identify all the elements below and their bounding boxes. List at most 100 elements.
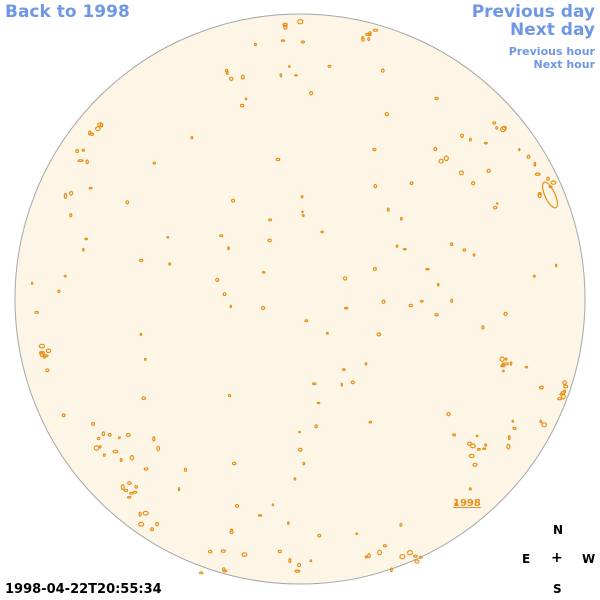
region-contour — [309, 90, 314, 96]
region-contour — [468, 487, 472, 491]
region-contour — [222, 569, 228, 573]
region-contour — [283, 24, 288, 30]
region-contour — [350, 380, 355, 385]
region-contour — [436, 282, 440, 287]
region-contour — [386, 207, 390, 212]
region-contour — [361, 35, 364, 40]
region-contour — [450, 298, 454, 303]
region-contour — [112, 449, 119, 454]
region-contour — [562, 380, 567, 386]
region-contour — [327, 64, 332, 68]
region-contour — [228, 76, 234, 82]
region-contour — [482, 447, 487, 450]
region-contour — [471, 181, 476, 186]
next-hour-link[interactable]: Next hour — [533, 58, 596, 71]
region-contour — [123, 488, 129, 493]
region-contour — [320, 230, 324, 234]
region-contour — [533, 161, 537, 167]
region-contour — [376, 332, 382, 337]
region-contour — [462, 248, 467, 252]
region-contour — [364, 362, 368, 366]
region-contour — [107, 432, 112, 437]
region-contour — [563, 384, 569, 389]
region-contour — [287, 65, 291, 68]
region-contour — [511, 419, 515, 423]
region-contour — [406, 549, 414, 556]
region-contour — [399, 554, 406, 560]
region-contour — [395, 244, 399, 248]
region-contour — [484, 443, 488, 447]
region-contour — [449, 242, 454, 247]
compass-south: S — [553, 582, 562, 596]
next-day-link[interactable]: Next day — [510, 20, 595, 40]
region-contour — [229, 304, 233, 309]
region-contour — [409, 181, 414, 186]
region-contour — [537, 193, 542, 199]
year-link[interactable]: 1998 — [453, 498, 481, 509]
region-contour — [309, 559, 313, 563]
previous-hour-link[interactable]: Previous hour — [508, 45, 595, 58]
region-contour — [261, 270, 266, 274]
region-contour — [63, 274, 67, 278]
region-contour — [244, 97, 248, 101]
compass-north: N — [553, 523, 564, 537]
region-contour — [541, 422, 547, 428]
region-contour — [126, 495, 132, 499]
region-contour — [368, 31, 372, 37]
region-contour — [177, 487, 181, 492]
region-contour — [190, 135, 194, 140]
region-contour — [503, 311, 508, 316]
region-contour — [483, 141, 488, 145]
region-contour — [61, 413, 66, 418]
region-contour-large — [541, 181, 559, 209]
region-contour — [472, 462, 478, 467]
region-contour — [84, 237, 89, 241]
region-contour — [382, 544, 387, 548]
region-contour — [231, 198, 236, 203]
region-contour — [509, 361, 513, 366]
region-contour — [127, 481, 132, 486]
region-contour — [454, 502, 458, 506]
region-contour — [372, 147, 377, 152]
region-contour — [288, 557, 292, 564]
region-contour — [373, 183, 378, 189]
region-contour — [495, 202, 499, 205]
region-contour — [300, 40, 305, 44]
region-contour — [45, 348, 52, 354]
region-contour — [468, 453, 475, 459]
region-contour — [492, 121, 497, 125]
region-contour — [267, 238, 272, 243]
region-contour — [81, 148, 86, 152]
region-contour — [227, 246, 230, 251]
region-contour — [372, 266, 377, 271]
region-contour — [82, 247, 85, 252]
region-contour — [343, 306, 349, 310]
region-contour — [293, 477, 297, 481]
region-contour — [507, 435, 511, 441]
region-contour — [425, 267, 430, 271]
region-contour — [96, 436, 101, 441]
region-contour — [125, 200, 130, 205]
region-contour — [228, 393, 232, 398]
region-contour — [502, 369, 505, 373]
region-contour — [389, 567, 393, 573]
region-contour — [89, 132, 95, 136]
region-contour — [342, 368, 346, 372]
region-contour — [34, 310, 39, 314]
region-contour — [302, 461, 306, 466]
previous-day-link[interactable]: Previous day — [471, 2, 595, 22]
region-contour — [152, 161, 157, 165]
back-to-year-link[interactable]: Back to 1998 — [5, 2, 130, 22]
region-contour — [297, 447, 303, 452]
region-contour — [88, 186, 93, 190]
region-contour — [481, 325, 485, 330]
region-contour — [524, 365, 529, 369]
region-contour — [546, 176, 550, 181]
region-contour — [85, 159, 89, 165]
region-contour — [129, 491, 134, 495]
region-contour — [275, 157, 281, 162]
region-contour — [367, 553, 371, 559]
region-contour — [554, 263, 558, 268]
region-contour — [414, 559, 420, 564]
